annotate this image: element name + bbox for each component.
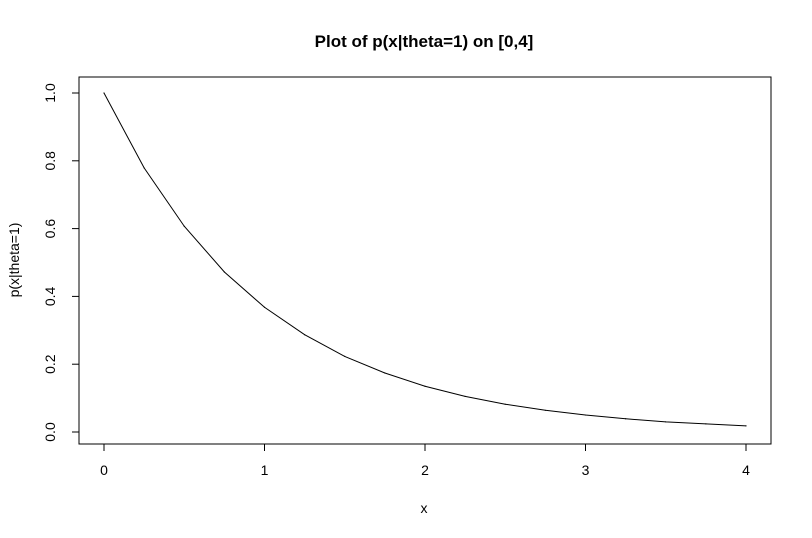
data-point [665, 421, 667, 423]
data-point [424, 385, 426, 387]
x-tick-label: 0 [100, 462, 108, 478]
data-point [344, 355, 346, 358]
data-point [384, 372, 386, 374]
x-tick-label: 2 [421, 462, 429, 478]
data-point [544, 409, 546, 411]
y-tick-label: 0.2 [42, 354, 58, 374]
data-point [183, 225, 185, 227]
x-tick-label: 3 [582, 462, 590, 478]
y-axis: 0.0 0.2 0.4 0.6 0.8 1.0 [42, 83, 80, 442]
data-point [504, 403, 506, 405]
data-point [103, 92, 105, 94]
y-tick-label: 0.4 [42, 286, 58, 306]
y-tick-label: 1.0 [42, 83, 58, 103]
x-axis: 0 1 2 3 4 [100, 443, 750, 478]
data-point [223, 271, 225, 273]
data-point [745, 425, 747, 427]
y-tick-label: 0.6 [42, 219, 58, 239]
plot-frame [78, 76, 772, 445]
data-point [263, 306, 266, 308]
series-line [103, 92, 747, 427]
y-tick-label: 0.0 [42, 422, 58, 442]
y-axis-label: p(x|theta=1) [6, 223, 22, 298]
data-point [304, 334, 306, 336]
y-tick-label: 0.8 [42, 151, 58, 171]
x-tick-label: 1 [261, 462, 269, 478]
data-point [584, 414, 587, 416]
data-point [143, 167, 145, 169]
x-tick-label: 4 [742, 462, 750, 478]
data-point [625, 418, 627, 420]
chart-title: Plot of p(x|theta=1) on [0,4] [315, 32, 534, 51]
data-point [464, 395, 466, 398]
x-axis-label: x [421, 500, 428, 516]
data-point [705, 423, 707, 425]
data-points [103, 92, 747, 427]
